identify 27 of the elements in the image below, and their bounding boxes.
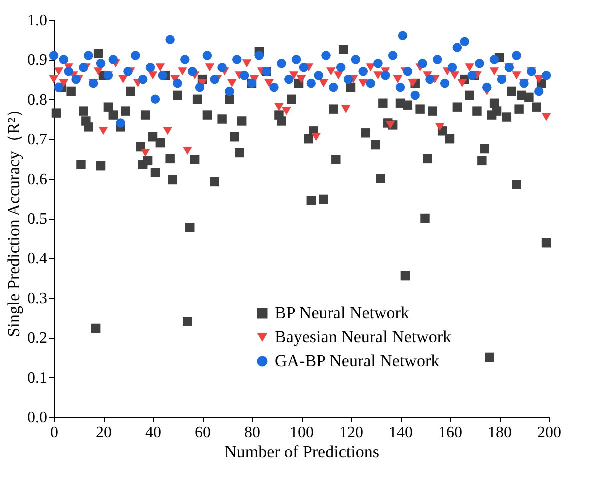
x-tick-label: 140 (389, 424, 413, 442)
y-axis-title: Single Prediction Accuracy（R²） (4, 100, 24, 338)
x-tick-label: 200 (538, 424, 562, 442)
x-tick-label: 160 (438, 424, 462, 442)
x-axis-title: Number of Predictions (224, 442, 380, 462)
y-tick-label: 0.3 (28, 290, 48, 308)
y-tick-label: 0.5 (28, 211, 48, 228)
y-tick-label: 0.4 (28, 250, 48, 268)
x-tick-label: 80 (244, 424, 260, 442)
x-tick-label: 120 (340, 424, 364, 442)
x-tick-label: 180 (488, 424, 512, 442)
y-tick-label: 1.0 (28, 12, 48, 30)
y-tick-label: 0.9 (28, 52, 48, 70)
y-tick-label: 0.2 (28, 330, 48, 348)
y-tick-label: 0.7 (28, 132, 48, 149)
y-tick-label: 0.6 (28, 171, 48, 188)
legend-label: Bayesian Neural Network (275, 328, 452, 346)
x-tick-label: 40 (146, 424, 162, 442)
y-tick-label: 0.0 (28, 410, 48, 426)
legend-label: BP Neural Network (275, 304, 410, 322)
x-tick-label: 20 (96, 424, 112, 442)
x-tick-label: 100 (290, 424, 314, 442)
y-tick-label: 0.1 (28, 370, 48, 387)
x-tick-label: 60 (195, 424, 211, 442)
legend-label: GA-BP Neural Network (275, 352, 440, 370)
x-tick-label: 0 (50, 424, 58, 442)
y-tick-label: 0.8 (28, 92, 48, 109)
